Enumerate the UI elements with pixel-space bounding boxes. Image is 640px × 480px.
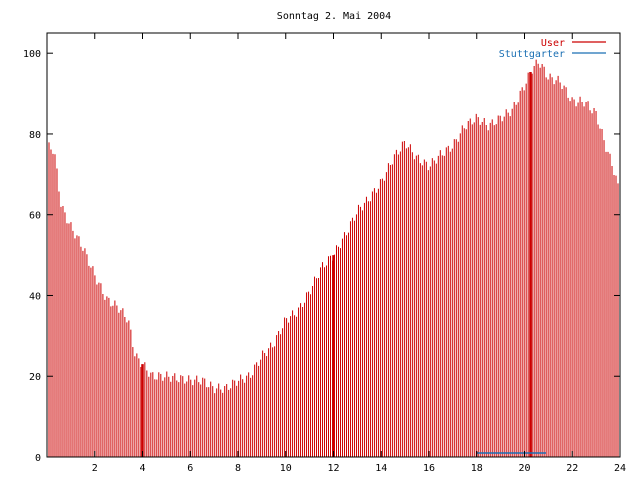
- legend-label-user: User: [541, 38, 565, 49]
- y-tick-label: 0: [35, 453, 41, 464]
- legend-label-stuttgarter: Stuttgarter: [499, 49, 565, 60]
- x-tick-label: 16: [423, 463, 435, 474]
- y-tick-label: 60: [29, 211, 41, 222]
- x-tick-label: 18: [471, 463, 483, 474]
- chart-title: Sonntag 2. Mai 2004: [277, 11, 391, 22]
- y-tick-label: 80: [29, 130, 41, 141]
- y-tick-label: 100: [23, 49, 41, 60]
- y-axis: 0 20 40 60 80 100: [23, 49, 620, 464]
- x-tick-label: 24: [614, 463, 626, 474]
- x-axis: 2 4 6 8 10 12 14 16 18 20 22 24: [92, 33, 626, 474]
- x-tick-label: 2: [92, 463, 98, 474]
- x-tick-label: 14: [375, 463, 387, 474]
- x-tick-label: 6: [187, 463, 193, 474]
- x-tick-label: 8: [235, 463, 241, 474]
- x-tick-label: 20: [518, 463, 530, 474]
- y-tick-label: 20: [29, 372, 41, 383]
- x-tick-label: 4: [139, 463, 145, 474]
- legend: User Stuttgarter: [499, 38, 606, 60]
- y-tick-label: 40: [29, 291, 41, 302]
- x-tick-label: 10: [280, 463, 292, 474]
- x-tick-label: 22: [566, 463, 578, 474]
- x-tick-label: 12: [327, 463, 339, 474]
- user-series-bars: [46, 59, 621, 457]
